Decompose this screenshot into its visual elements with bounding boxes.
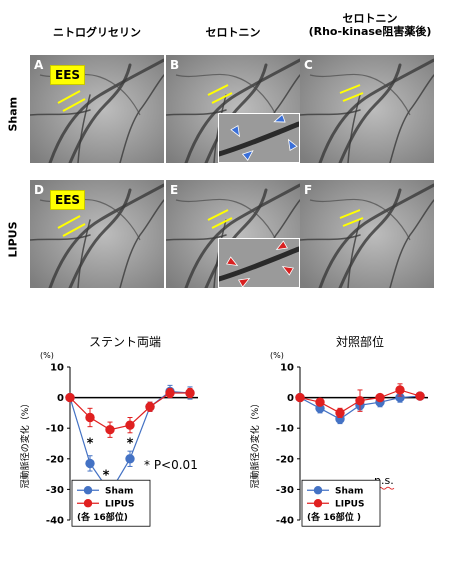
chart-title: 対照部位 [336, 334, 384, 349]
row-label-sham: Sham [6, 96, 20, 132]
stent-marker-line [57, 90, 81, 104]
stent-marker-line [62, 223, 86, 237]
panel-letter: F [304, 183, 313, 197]
stent-marker-line [211, 92, 233, 104]
legend-entry: LIPUS [335, 500, 364, 510]
significance-star: * [103, 469, 110, 484]
legend-swatch-marker [83, 486, 93, 495]
y-axis-label: 冠動脈径の変化（%） [249, 399, 261, 489]
arrow-marker [287, 138, 298, 151]
y-tick-label: -10 [46, 424, 64, 435]
data-point [125, 454, 135, 464]
y-unit-label: (%) [270, 351, 284, 360]
stent-marker-line [207, 84, 229, 96]
angiogram-panel-d: D EES [30, 180, 164, 288]
data-point [335, 408, 345, 418]
stent-marker-line [339, 209, 361, 219]
column-title-serotonin: セロトニン [205, 26, 261, 39]
legend-swatch-marker [83, 499, 93, 508]
legend-entry: Sham [105, 487, 133, 497]
column-title-nitroglycerin: ニトログリセリン [53, 26, 141, 39]
legend-entry: Sham [335, 487, 363, 497]
y-tick-label: -20 [46, 454, 64, 465]
data-point [355, 395, 365, 406]
stent-marker-line [57, 215, 81, 229]
stent-marker-line [62, 98, 86, 112]
data-point [65, 392, 75, 403]
data-point [105, 425, 115, 435]
y-axis-label: 冠動脈径の変化（%） [19, 399, 31, 489]
legend-note: (各 16部位) [77, 511, 128, 523]
significance-star: * [87, 437, 94, 452]
panel-letter: C [304, 58, 313, 72]
angiogram-panel-e: E [166, 180, 300, 288]
data-point [85, 412, 95, 423]
magnified-inset [218, 238, 300, 288]
y-tick-label: 10 [280, 363, 294, 374]
series-lipus [65, 387, 195, 438]
y-unit-label: (%) [40, 351, 54, 360]
y-tick-label: -20 [276, 454, 294, 465]
series-lipus [295, 383, 425, 418]
data-point [165, 388, 175, 398]
y-tick-label: 0 [57, 393, 64, 404]
chart-title: ステント両端 [89, 335, 161, 349]
data-point [315, 397, 325, 407]
angiogram-panel-f: F [300, 180, 434, 288]
data-point [395, 385, 405, 395]
y-tick-label: -40 [46, 516, 64, 527]
angiogram-panel-c: C [300, 55, 434, 163]
data-point [415, 391, 425, 401]
angiogram-image [300, 180, 434, 288]
line-chart-1: ステント両端 (%) 冠動脈径の変化（%） 10 0 -10 -20 -30 -40 * * * * P… [19, 335, 198, 527]
data-point [145, 402, 155, 412]
p-value-label: * P<0.01 [144, 458, 198, 472]
y-tick-label: 0 [287, 393, 294, 404]
magnified-inset [218, 113, 300, 163]
charts-area: ステント両端 (%) 冠動脈径の変化（%） 10 0 -10 -20 -30 -40 * * * * P… [19, 334, 428, 527]
arrow-marker [273, 114, 286, 123]
arrow-marker [275, 240, 288, 251]
legend-entry: LIPUS [105, 500, 134, 510]
panel-letter: B [170, 58, 180, 72]
stent-marker-line [342, 217, 364, 227]
ees-label: EES [50, 65, 86, 85]
y-tick-label: -30 [276, 485, 294, 496]
arrow-marker [238, 277, 251, 287]
line-chart-2: 対照部位(%)冠動脈径の変化（%）100-10-20-30-40n.s.Sham… [249, 334, 428, 527]
y-tick-label: 10 [50, 363, 64, 374]
significance-star: * [127, 437, 134, 452]
data-point [185, 388, 195, 398]
arrow-marker [230, 125, 241, 138]
stent-marker-line [339, 84, 361, 94]
data-point [295, 392, 305, 403]
ees-label: EES [50, 190, 86, 210]
y-tick-label: -30 [46, 485, 64, 496]
data-point [85, 458, 95, 469]
column-title-serotonin-rho: セロトニン (Rho-kinase阻害薬後) [308, 12, 432, 38]
legend-note: (各 16部位 ) [307, 511, 361, 523]
arrow-marker [281, 265, 294, 276]
stent-marker-line [207, 209, 229, 221]
data-point [375, 392, 385, 403]
row-label-lipus: LIPUS [6, 221, 20, 258]
panel-letter: A [34, 58, 44, 72]
legend-swatch-marker [313, 486, 323, 495]
data-point [125, 420, 135, 430]
panel-letter: E [170, 183, 179, 197]
y-tick-label: -40 [276, 516, 294, 527]
angiogram-image [300, 55, 434, 163]
legend-swatch-marker [313, 499, 323, 508]
arrow-marker [241, 150, 254, 161]
arrow-marker [226, 256, 239, 267]
angiogram-panel-a: A EES [30, 55, 164, 163]
y-tick-label: -10 [276, 424, 294, 435]
panel-letter: D [34, 183, 44, 197]
stent-marker-line [211, 217, 233, 229]
angiogram-panel-b: B [166, 55, 300, 163]
stent-marker-line [342, 92, 364, 102]
